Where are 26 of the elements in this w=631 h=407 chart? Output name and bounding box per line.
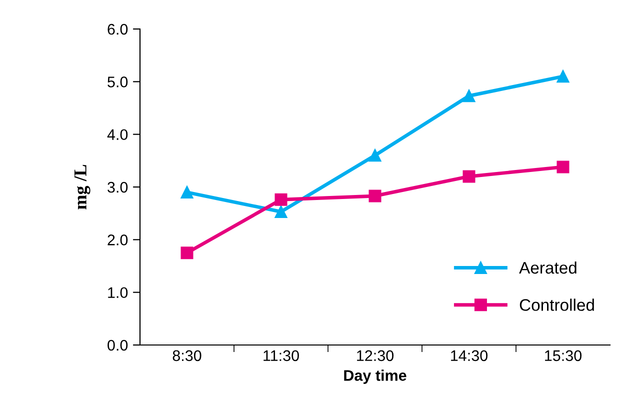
point bbox=[368, 190, 382, 202]
point bbox=[462, 90, 476, 102]
y-axis-title: mg /L bbox=[74, 164, 90, 210]
point bbox=[462, 170, 476, 183]
point bbox=[274, 206, 288, 218]
point bbox=[274, 193, 288, 206]
x-tick-label: 8:30 bbox=[172, 350, 202, 362]
y-tick-label: 1.0 bbox=[108, 287, 128, 298]
point bbox=[368, 149, 382, 162]
point bbox=[180, 186, 194, 199]
x-tick-label: 11:30 bbox=[264, 350, 299, 362]
legend-label: Aerated bbox=[519, 261, 576, 274]
x-tick-label: 14:30 bbox=[451, 350, 488, 362]
legend-label: Controlled bbox=[520, 298, 594, 311]
y-tick-label: 6.0 bbox=[108, 24, 128, 35]
x-tick-label: 15:30 bbox=[545, 350, 582, 362]
point bbox=[556, 160, 570, 174]
y-tick-label: 4.0 bbox=[107, 129, 128, 140]
point bbox=[556, 70, 570, 83]
y-tick-label: 5.0 bbox=[108, 76, 128, 88]
y-tick-label: 2.0 bbox=[108, 234, 128, 246]
x-tick-label: 12:30 bbox=[357, 350, 394, 362]
x-axis-title: Day time bbox=[344, 370, 406, 384]
y-tick-label: 0.0 bbox=[108, 340, 128, 351]
y-tick-label: 3.0 bbox=[108, 182, 128, 193]
point bbox=[180, 246, 194, 260]
